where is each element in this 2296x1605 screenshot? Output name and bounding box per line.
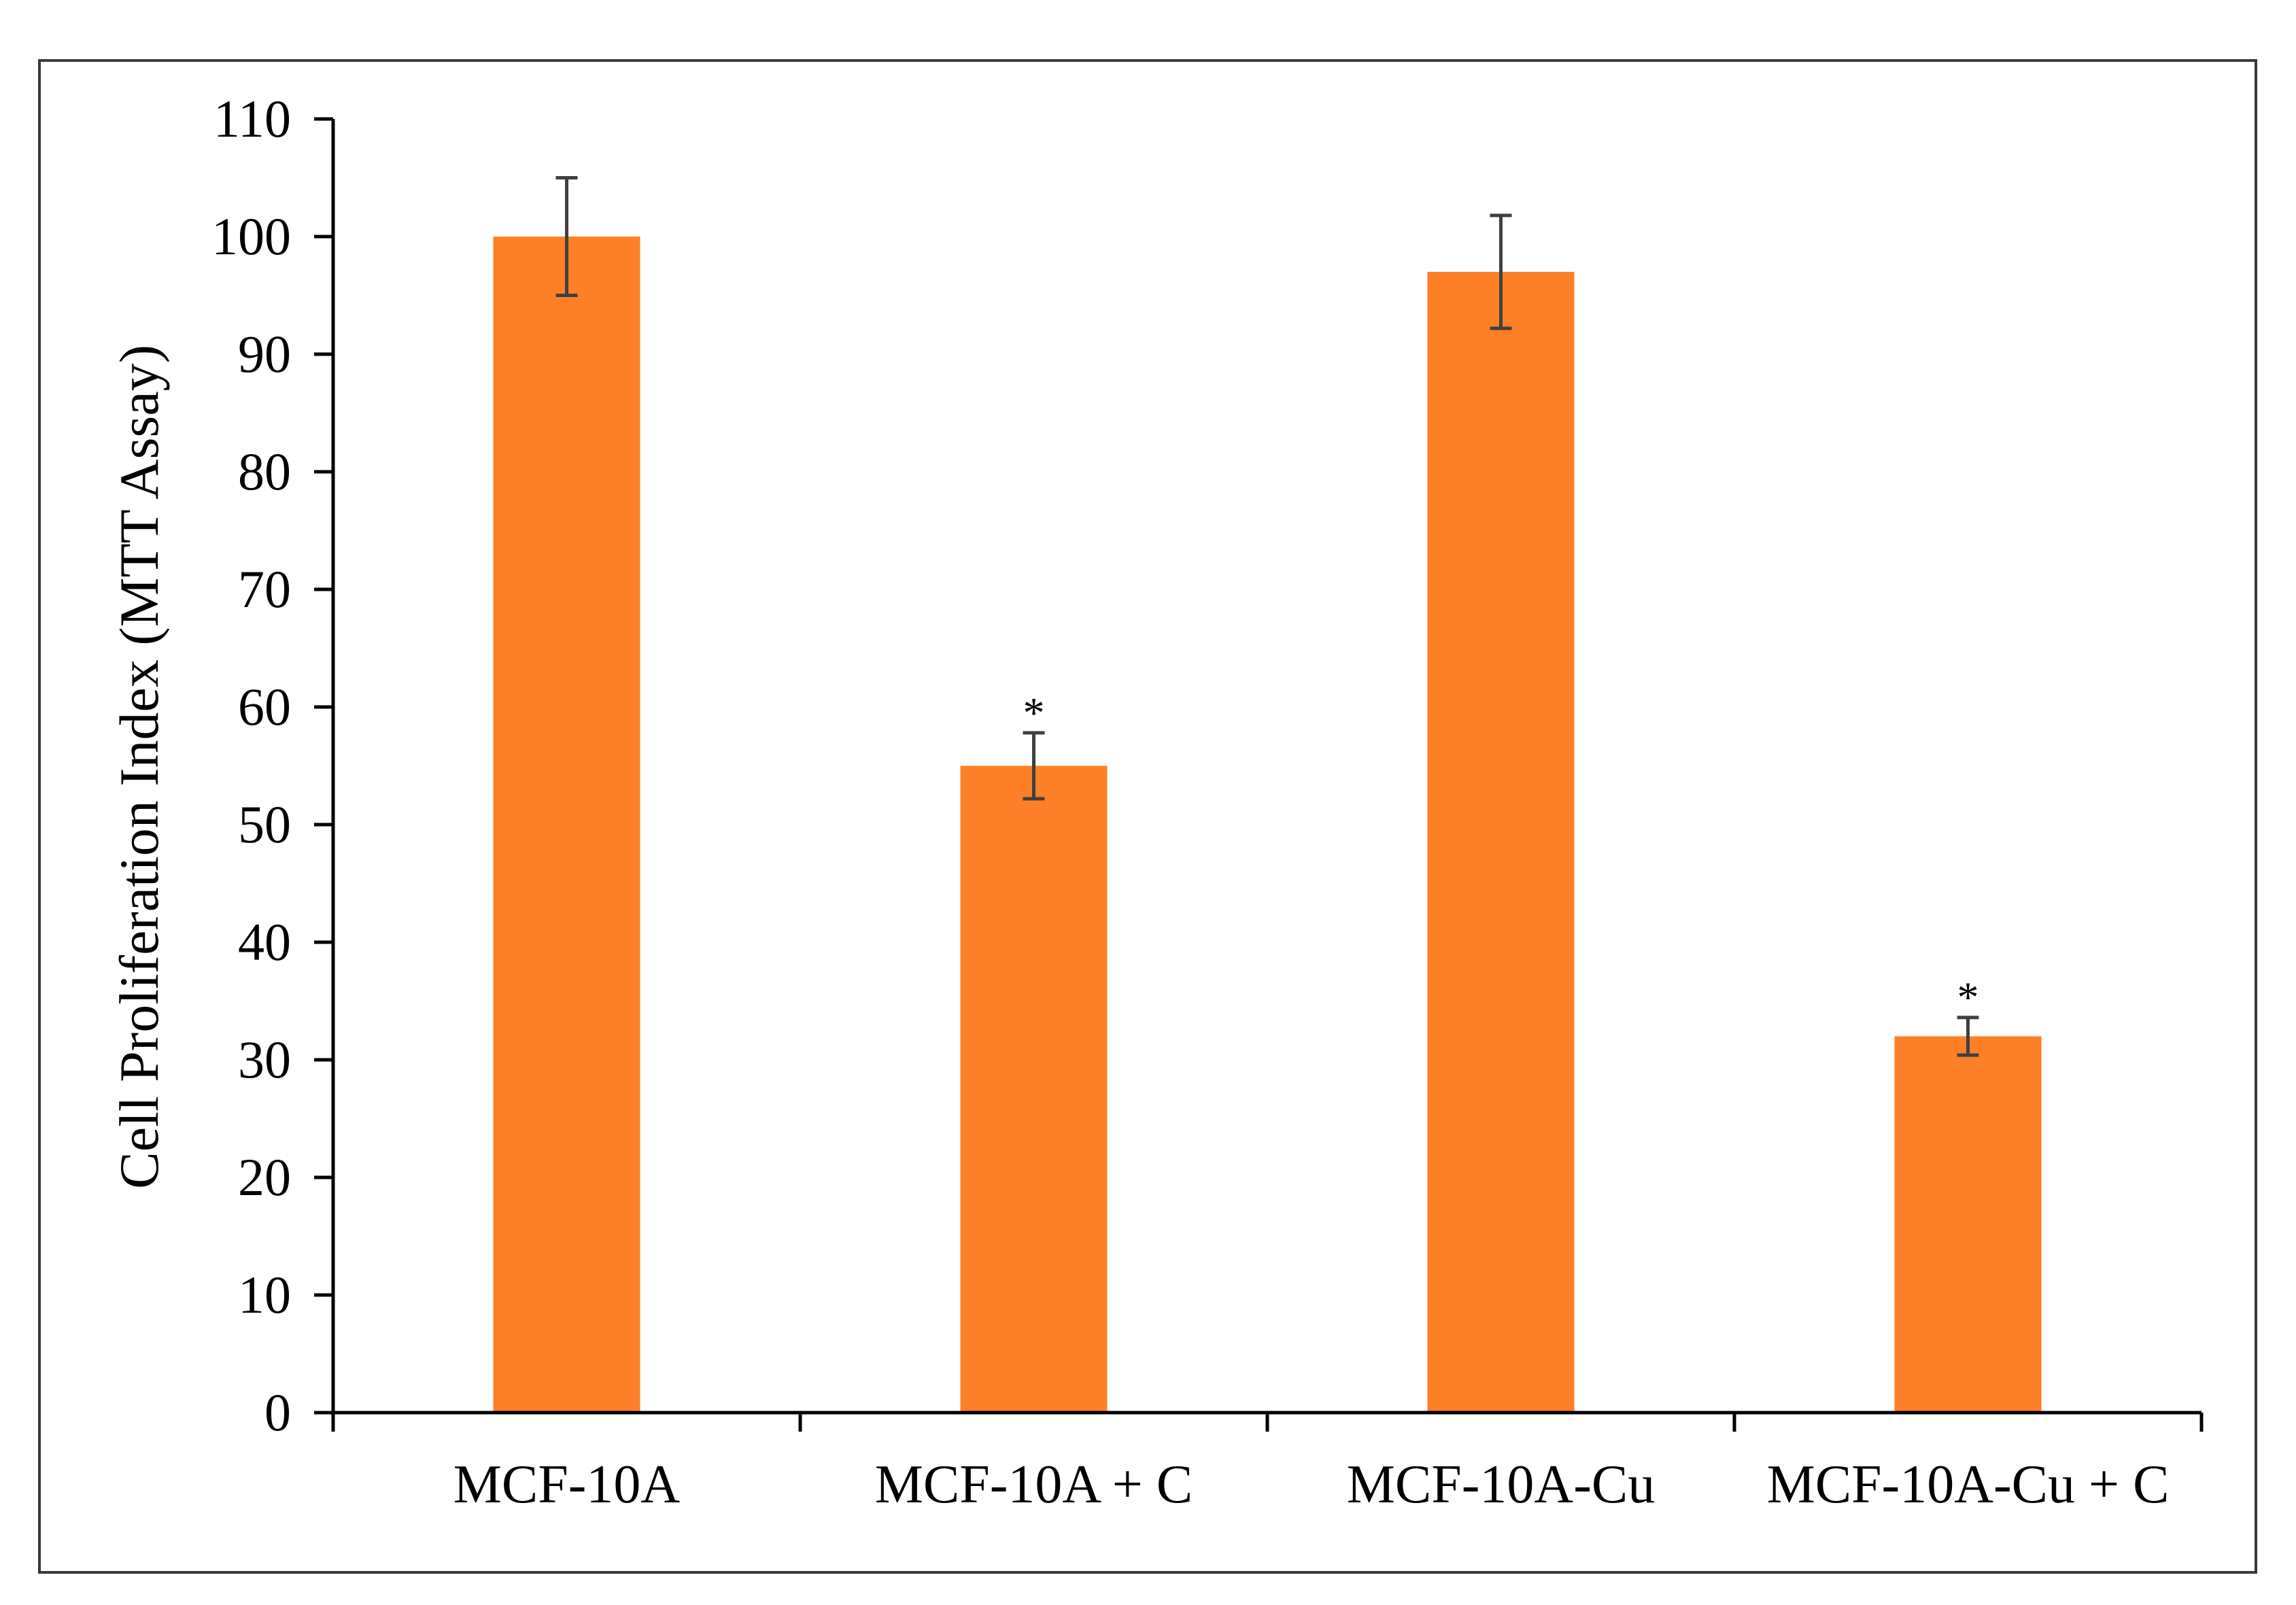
error-bar	[1490, 213, 1512, 330]
chart-frame	[38, 59, 2257, 1574]
y-axis-title: Cell Proliferation Index (MTT Assay)	[108, 345, 170, 1189]
y-tick-label: 80	[238, 442, 291, 501]
bars-layer	[493, 237, 2042, 1413]
y-tick-label: 10	[238, 1265, 291, 1324]
y-tick-label: 70	[238, 559, 291, 619]
bar	[493, 237, 640, 1413]
error-bars-layer	[555, 176, 1979, 1057]
significance-marker: *	[1957, 973, 1979, 1022]
y-tick-label: 0	[264, 1383, 291, 1442]
error-bar	[1957, 1016, 1979, 1057]
x-ticks-layer: MCF-10A MCF-10A + C MCF-10A-Cu MCF-10A-Cu +…	[331, 1413, 2204, 1515]
bar	[1427, 271, 1575, 1413]
y-tick-label: 60	[238, 677, 291, 736]
bar	[960, 765, 1108, 1413]
y-tick-label: 100	[211, 207, 291, 266]
x-category-label: MCF-10A	[453, 1455, 681, 1515]
y-tick-label: 30	[238, 1030, 291, 1089]
y-tick-label: 50	[238, 795, 291, 854]
annotations-layer: **	[1023, 689, 1979, 1022]
y-tick-label: 20	[238, 1147, 291, 1207]
bar	[1894, 1036, 2042, 1413]
x-category-label: MCF-10A-Cu	[1347, 1455, 1655, 1515]
y-tick-label: 90	[238, 324, 291, 383]
y-tick-label: 40	[238, 912, 291, 971]
x-category-label: MCF-10A-Cu + C	[1767, 1455, 2170, 1515]
x-category-label: MCF-10A + C	[875, 1455, 1193, 1515]
significance-marker: *	[1023, 689, 1045, 737]
error-bar	[1023, 731, 1045, 801]
y-tick-label: 110	[213, 89, 291, 148]
error-bar	[555, 176, 578, 297]
y-ticks-layer: 0 10 20 30 40 50 60 70 80 90 100 110	[211, 89, 333, 1442]
